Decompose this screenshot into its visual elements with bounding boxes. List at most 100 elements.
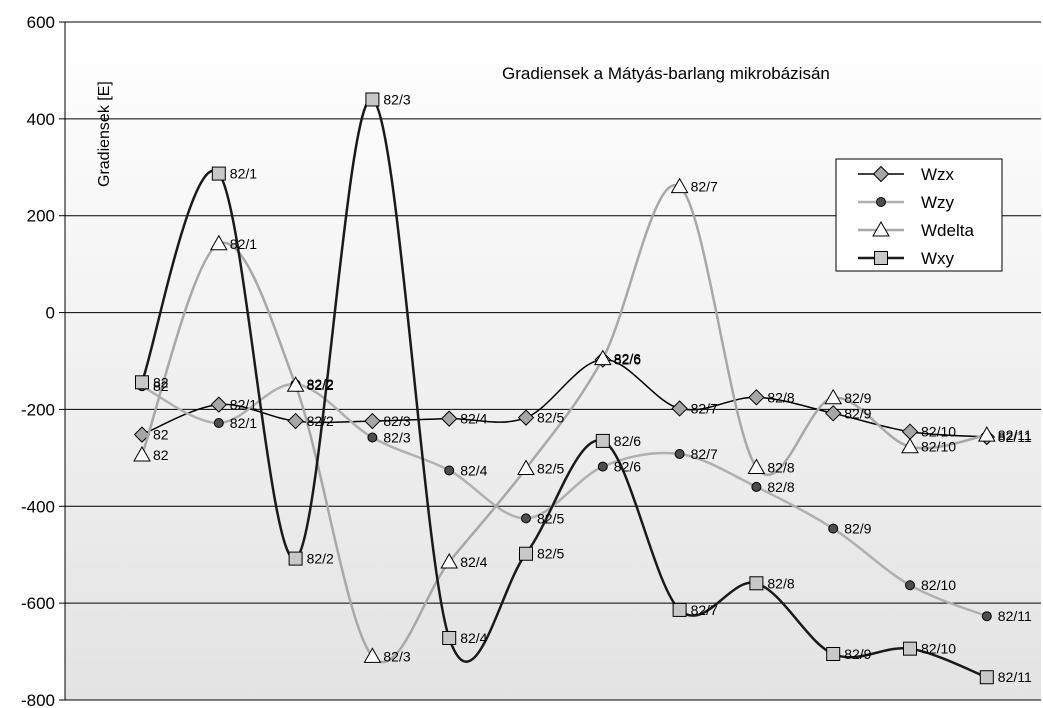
legend-box	[835, 158, 1003, 272]
data-point-wxy	[519, 546, 533, 561]
axes: 600 400 200 0 -200 -400 -600 -800	[21, 13, 1041, 708]
data-point-wxy	[672, 602, 687, 617]
data-point-wdelta	[670, 177, 689, 194]
series-line-wzy	[141, 382, 988, 618]
data-point-wzy	[751, 481, 762, 492]
data-point-wzy	[981, 611, 992, 622]
data-label-wzx: 82/6	[614, 352, 641, 368]
data-label-wzx: 82/1	[230, 397, 257, 413]
data-point-wxy	[595, 433, 610, 448]
data-point-wdelta	[286, 376, 305, 392]
data-label-wdelta: 82/3	[383, 648, 410, 664]
legend-marker-wzx	[872, 165, 890, 183]
data-label-wdelta: 82/2	[307, 377, 334, 393]
data-point-wdelta	[747, 458, 766, 475]
data-point-wdelta	[133, 445, 151, 462]
data-point-wzy	[444, 465, 455, 476]
data-label-wzx: 82/2	[307, 413, 334, 429]
data-label-wzx: 82/3	[383, 413, 410, 429]
data-label-wzx: 82/4	[460, 411, 487, 427]
legend-label: Wzx	[921, 165, 955, 184]
data-point-wdelta	[440, 552, 459, 569]
data-point-wzy	[367, 432, 378, 443]
data-label-wdelta: 82/6	[614, 351, 641, 367]
data-label-wzx: 82	[153, 427, 169, 443]
data-label-wxy: 82/10	[921, 641, 956, 657]
data-label-wzy: 82/5	[537, 510, 564, 526]
data-label-wxy: 82/3	[383, 91, 410, 107]
data-label-wzx: 82/8	[767, 389, 794, 405]
data-label-wzx: 82/5	[537, 410, 564, 426]
data-label-wxy: 82/1	[230, 166, 257, 182]
data-point-wzy	[674, 448, 685, 459]
data-point-wzy	[213, 417, 224, 428]
data-label-wzy: 82/4	[460, 462, 487, 478]
legend-item-wxy: Wxy	[858, 249, 955, 268]
data-label-wdelta: 82/8	[767, 460, 794, 476]
data-label-wzx: 82/10	[921, 424, 956, 440]
y-tick-label: 600	[27, 13, 55, 32]
data-label-wxy: 82/7	[691, 602, 718, 618]
data-point-wxy	[288, 551, 303, 566]
data-label-wzy: 82/6	[614, 459, 641, 475]
series-wxy	[135, 92, 994, 685]
data-point-wzx	[440, 410, 458, 427]
legend-marker-wdelta	[872, 220, 890, 237]
y-tick-label: 400	[27, 110, 55, 129]
data-label-wzx: 82/7	[691, 400, 718, 416]
data-point-wzy	[828, 523, 839, 534]
legend-marker-wxy	[874, 251, 888, 265]
data-point-wzx	[671, 400, 688, 417]
series-line-wdelta	[140, 183, 988, 664]
data-label-wdelta: 82/9	[844, 390, 871, 406]
plot-area	[65, 22, 1041, 700]
data-point-wdelta	[363, 647, 382, 663]
data-label-wzy: 82/7	[691, 446, 718, 462]
data-label-wzx: 82/9	[844, 405, 871, 421]
legend-marker-wzy	[876, 197, 886, 207]
data-point-wxy	[135, 375, 149, 390]
legend-item-wzx: Wzx	[858, 165, 955, 184]
data-point-wxy	[211, 166, 226, 181]
data-point-wzx	[210, 396, 228, 413]
legend-label: Wxy	[921, 249, 955, 268]
series-group	[133, 92, 996, 685]
data-point-wdelta	[593, 349, 612, 366]
data-label-wzy: 82/3	[383, 430, 410, 446]
data-label-wzy: 82/1	[230, 415, 257, 431]
data-label-wdelta: 82/4	[460, 554, 487, 570]
data-point-wxy	[365, 92, 380, 107]
y-tick-label: -200	[21, 400, 55, 419]
data-point-wzy	[905, 580, 915, 591]
data-point-wxy	[903, 641, 917, 656]
data-point-wxy	[442, 631, 457, 646]
data-label-wzy: 82/9	[844, 521, 871, 537]
data-label-wdelta: 82/5	[537, 461, 564, 477]
data-point-wzx	[287, 412, 304, 430]
data-label-wzy: 82/2	[307, 376, 334, 392]
data-label-wxy: 82/6	[614, 433, 641, 449]
data-label-wxy: 82/2	[307, 551, 334, 567]
legend-item-wzy: Wzy	[858, 193, 955, 212]
data-label-wzy: 82	[153, 378, 169, 394]
data-label-wzy: 82/8	[767, 479, 794, 495]
data-point-wzy	[597, 461, 608, 472]
y-tick-label: 200	[27, 207, 55, 226]
series-line-wxy	[140, 98, 988, 679]
chart-title: Gradiensek a Mátyás-barlang mikrobázisán	[502, 64, 830, 83]
data-point-wdelta	[901, 437, 919, 454]
data-point-wxy	[826, 646, 841, 661]
data-point-wzx	[364, 412, 381, 430]
data-label-wxy: 82/5	[537, 546, 564, 562]
data-point-wdelta	[517, 459, 535, 476]
data-point-wxy	[749, 576, 764, 591]
data-label-wzx: 82/11	[998, 429, 1032, 445]
legend-item-wdelta: Wdelta	[858, 220, 974, 240]
y-tick-label: -400	[21, 497, 55, 516]
legend-label: Wdelta	[921, 221, 974, 240]
y-axis-label: Gradiensek [E]	[96, 81, 113, 187]
data-point-wzy	[521, 513, 531, 524]
data-label-wzy: 82/10	[921, 577, 956, 593]
